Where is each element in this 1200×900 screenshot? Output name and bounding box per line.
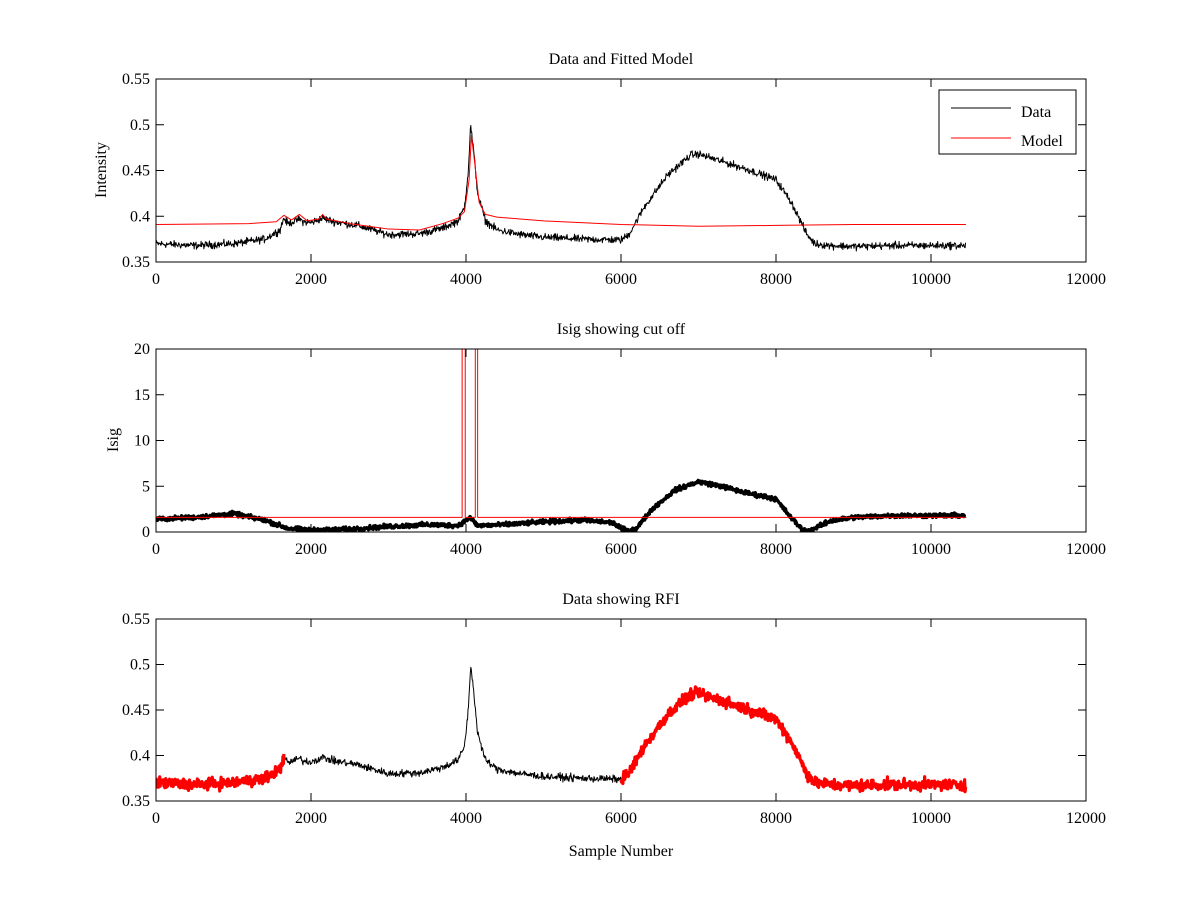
x-tick-label: 8000 <box>760 810 792 827</box>
x-tick-label: 4000 <box>450 810 482 827</box>
series-2-line <box>619 685 968 794</box>
y-tick-label: 0.4 <box>130 748 150 765</box>
series-model-line <box>156 135 966 231</box>
y-tick-label: 0 <box>142 524 150 541</box>
panel-title: Isig showing cut off <box>557 321 686 338</box>
x-tick-label: 6000 <box>605 271 637 288</box>
y-tick-label: 20 <box>134 341 150 358</box>
legend: Data Model <box>938 89 1077 155</box>
x-tick-label: 6000 <box>605 810 637 827</box>
y-tick-label: 0.4 <box>130 208 150 225</box>
x-tick-label: 4000 <box>450 541 482 558</box>
series-group <box>156 125 967 252</box>
x-tick-label: 12000 <box>1066 541 1106 558</box>
y-tick-label: 10 <box>134 433 150 450</box>
x-tick-label: 0 <box>152 541 160 558</box>
plot-area: 0 2000 4000 6000 8000 10000 12000 0.35 0.4 0.45 0.… <box>122 611 1106 827</box>
y-tick-label: 0.5 <box>130 657 150 674</box>
x-tick-label: 10000 <box>911 271 951 288</box>
x-tick-label: 4000 <box>450 271 482 288</box>
x-tick-label: 12000 <box>1066 810 1106 827</box>
y-tick-label: 0.55 <box>122 71 150 88</box>
panel-title: Data showing RFI <box>562 591 679 608</box>
y-tick-label: 0.35 <box>122 793 150 810</box>
series-0-line <box>156 478 967 532</box>
y-tick-label: 0.35 <box>122 254 150 271</box>
y-tick-label: 0.55 <box>122 611 150 628</box>
panel-title: Data and Fitted Model <box>549 51 694 68</box>
series-group <box>156 666 968 794</box>
x-tick-label: 2000 <box>295 541 327 558</box>
y-axis-label: Isig <box>105 428 122 452</box>
x-tick-label: 0 <box>152 810 160 827</box>
y-tick-label: 5 <box>142 478 150 495</box>
x-tick-label: 0 <box>152 271 160 288</box>
y-tick-label: 0.45 <box>122 163 150 180</box>
panel-data-showing-rfi: Data showing RFI Sample Number 0 2000 4000… <box>122 591 1106 860</box>
x-tick-label: 12000 <box>1066 271 1106 288</box>
x-tick-label: 8000 <box>760 271 792 288</box>
plot-area: 0 2000 4000 6000 8000 10000 12000 0.35 0.4 0.45 0.… <box>122 71 1106 288</box>
x-tick-label: 8000 <box>760 541 792 558</box>
panel-isig-showing-cut-off: Isig showing cut off Isig 0 2000 4000 6000 8… <box>105 321 1106 558</box>
y-tick-label: 15 <box>134 387 150 404</box>
legend-model-label: Model <box>1021 133 1063 150</box>
plot-area: 0 2000 4000 6000 8000 10000 12000 0 5 10 15 20 <box>134 341 1106 558</box>
legend-data-label: Data <box>1021 104 1051 121</box>
x-tick-label: 10000 <box>911 810 951 827</box>
x-tick-label: 2000 <box>295 810 327 827</box>
legend-box <box>938 89 1077 155</box>
x-axis-label: Sample Number <box>569 843 674 860</box>
series-1-line <box>156 349 966 518</box>
series-0-line <box>283 666 622 784</box>
y-tick-label: 0.45 <box>122 702 150 719</box>
series-data-line <box>156 125 967 252</box>
series-1-line <box>156 753 286 793</box>
y-tick-label: 0.5 <box>130 117 150 134</box>
series-group <box>156 349 967 532</box>
panel-data-and-fitted-model: Data and Fitted Model Intensity 0 2000 400… <box>93 51 1106 288</box>
x-tick-label: 6000 <box>605 541 637 558</box>
x-tick-label: 10000 <box>911 541 951 558</box>
y-axis-label: Intensity <box>93 142 110 198</box>
x-tick-label: 2000 <box>295 271 327 288</box>
